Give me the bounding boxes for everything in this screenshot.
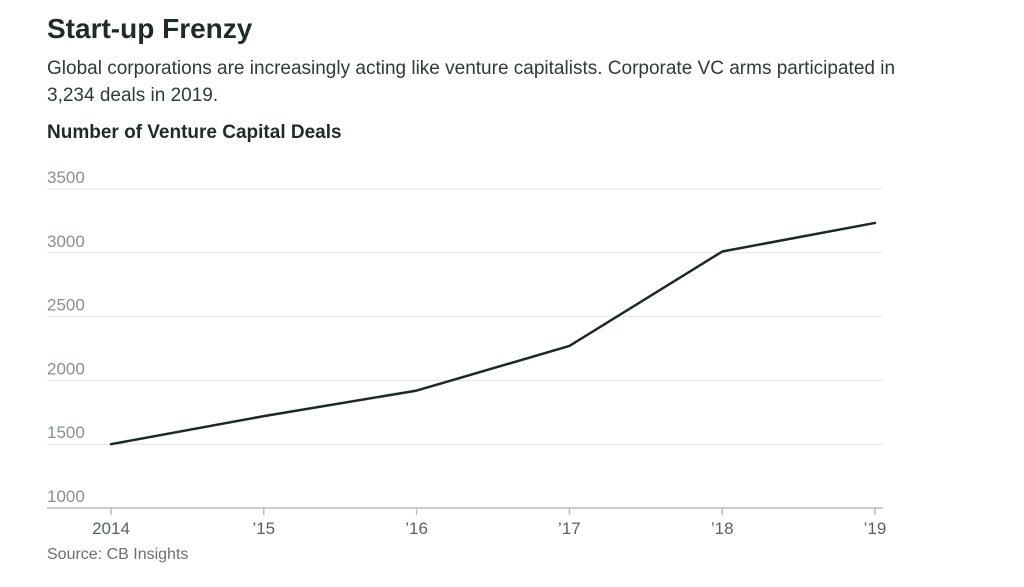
chart-title-heading: Start-up Frenzy [47,13,253,44]
y-tick-label: 1500 [47,423,85,442]
x-tick-label: ’18 [711,519,734,538]
y-tick-label: 3000 [47,232,85,251]
x-tick-label: 2014 [92,519,130,538]
chart-axis-title: Number of Venture Capital Deals [47,122,342,143]
series-layer [109,221,877,446]
x-tick-label: ’15 [252,519,275,538]
y-tick-label: 2000 [47,359,85,378]
source-note: Source: CB Insights [47,546,189,563]
y-axis-ticks: 1000 1500 2000 2500 3000 3500 [47,168,85,506]
chart-subtitle: Global corporations are increasingly act… [47,58,896,106]
x-tick-label: ’16 [405,519,428,538]
gridlines [47,188,883,445]
x-axis: 2014 ’15 ’16 ’17 ’18 ’19 [47,507,887,538]
series-line [109,221,877,446]
y-tick-label: 1000 [47,487,85,506]
y-tick-label: 2500 [47,296,85,315]
x-tick-label: ’17 [558,519,581,538]
y-tick-label: 3500 [47,168,85,187]
x-tick-label: ’19 [864,519,887,538]
